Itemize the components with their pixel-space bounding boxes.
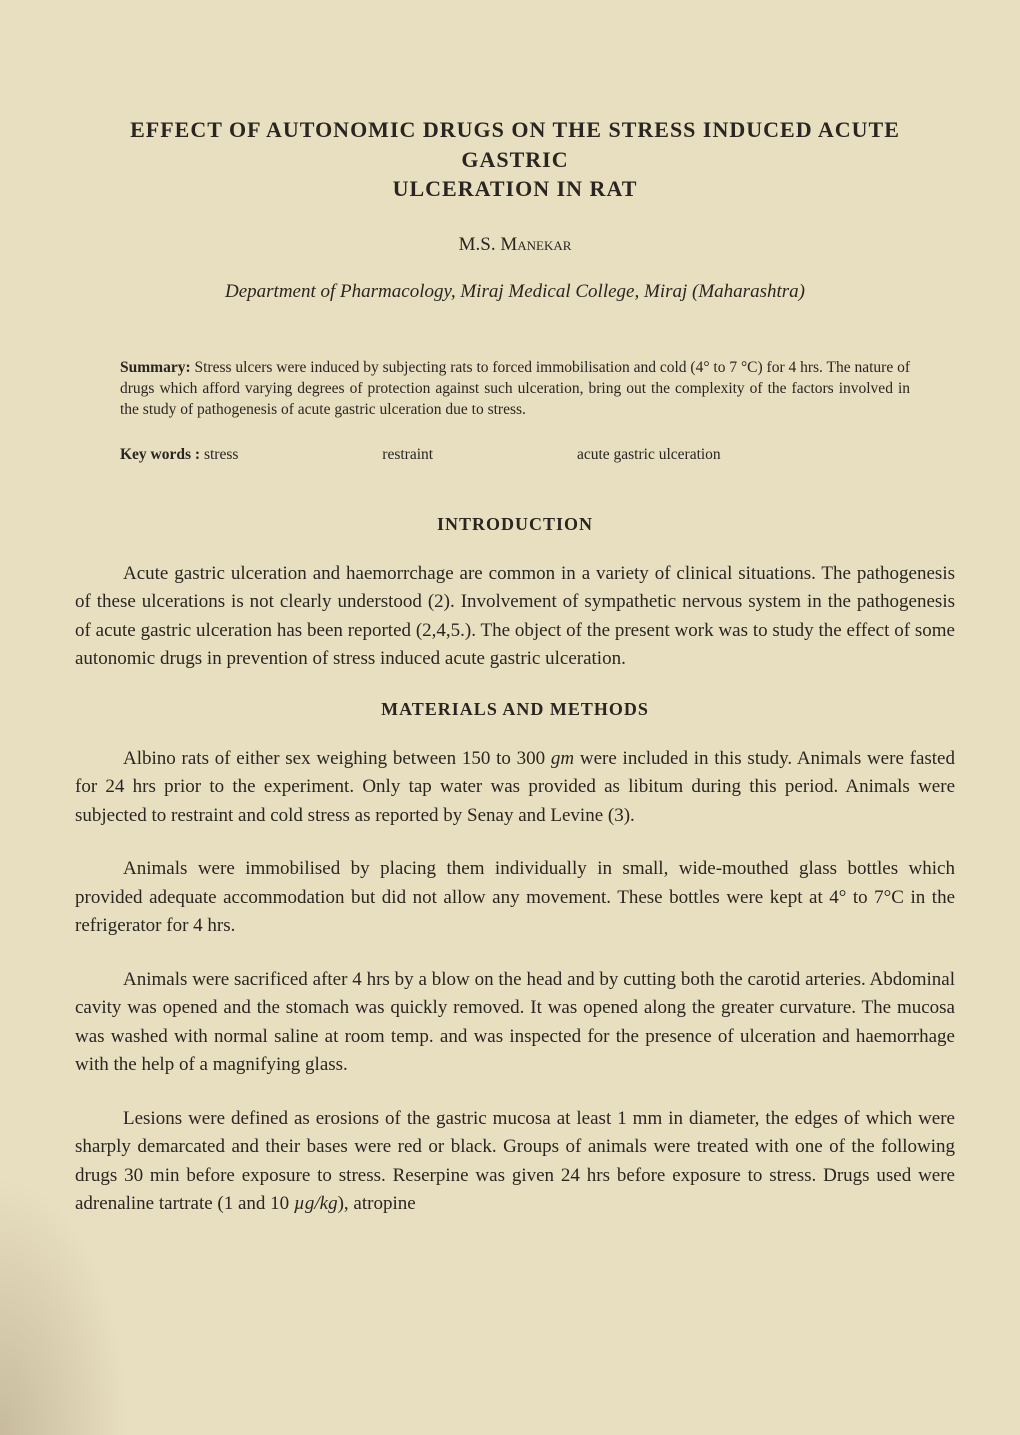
affiliation-state: Maharashtra	[698, 281, 798, 302]
methods-p4-text-b: ), atropine	[338, 1193, 416, 1214]
summary-label: Summary:	[120, 359, 191, 376]
keywords-label: Key words :	[120, 446, 200, 463]
methods-p4-unit: µg/kg	[294, 1193, 338, 1214]
methods-p1-text-a: Albino rats of either sex weighing betwe…	[123, 748, 551, 769]
affiliation: Department of Pharmacology, Miraj Medica…	[75, 281, 955, 303]
author: M.S. Manekar	[75, 234, 955, 256]
methods-p1-gm: gm	[551, 748, 574, 769]
methods-heading: MATERIALS AND METHODS	[75, 699, 955, 720]
keyword-1: stress	[204, 446, 238, 464]
summary-text: Stress ulcers were induced by subjecting…	[120, 359, 910, 418]
methods-paragraph-2: Animals were immobilised by placing them…	[75, 855, 955, 941]
affiliation-dept: Department of Pharmacology	[225, 281, 451, 302]
paper-title: EFFECT OF AUTONOMIC DRUGS ON THE STRESS …	[75, 115, 955, 204]
title-line-2: ULCERATION IN RAT	[393, 176, 638, 201]
author-surname: Manekar	[500, 234, 571, 255]
keyword-2: restraint	[382, 446, 433, 464]
introduction-paragraph: Acute gastric ulceration and haemorrchag…	[75, 560, 955, 674]
introduction-heading: INTRODUCTION	[75, 514, 955, 535]
summary-block: Summary: Stress ulcers were induced by s…	[120, 358, 910, 421]
keyword-3: acute gastric ulceration	[577, 446, 721, 464]
methods-paragraph-4: Lesions were defined as erosions of the …	[75, 1105, 955, 1219]
methods-paragraph-3: Animals were sacrificed after 4 hrs by a…	[75, 966, 955, 1080]
methods-p4-text-a: Lesions were defined as erosions of the …	[75, 1108, 955, 1215]
affiliation-city: Miraj	[644, 281, 687, 302]
author-initials: M.S.	[459, 234, 496, 255]
affiliation-institution: Miraj Medical College	[460, 281, 634, 302]
title-line-1: EFFECT OF AUTONOMIC DRUGS ON THE STRESS …	[130, 117, 900, 172]
keywords-block: Key words : stress restraint acute gastr…	[120, 446, 910, 464]
methods-paragraph-1: Albino rats of either sex weighing betwe…	[75, 745, 955, 831]
